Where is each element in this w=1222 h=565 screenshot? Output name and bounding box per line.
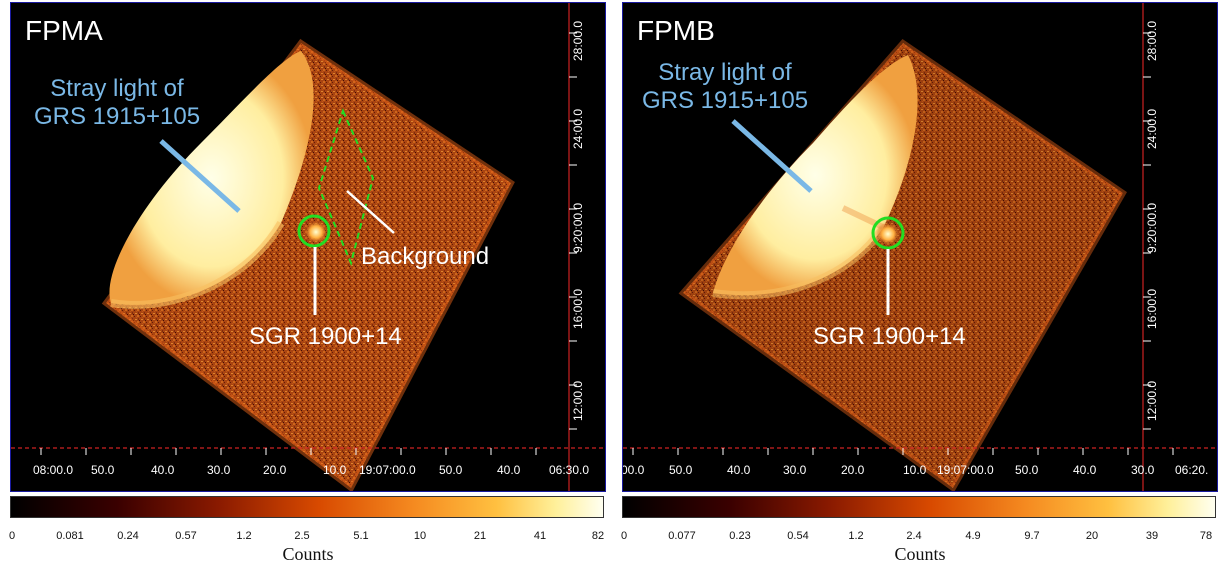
colorbar-tick: 2.5 <box>294 530 310 542</box>
source-region-circle <box>297 214 331 248</box>
sky-image-fpmb <box>623 3 1217 491</box>
colorbar-tick: 0 <box>620 530 628 542</box>
colorbar <box>622 496 1216 518</box>
y-tick: 16:00.0 <box>571 288 585 329</box>
colorbar-tick: 0.24 <box>117 530 139 542</box>
x-tick: 19:07:00.0 <box>937 463 994 477</box>
x-tick: 00.0 <box>622 463 645 477</box>
colorbar-label: Counts <box>282 544 334 564</box>
background-region <box>317 108 375 267</box>
colorbar-label: Counts <box>894 544 946 564</box>
x-tick: 40.0 <box>151 463 175 477</box>
image-fpma: FPMA Stray light of GRS 1915+105 Backgro… <box>10 2 606 492</box>
stray-light-label: Stray light of GRS 1915+105 <box>33 75 201 130</box>
panel-fpmb: FPMB Stray light of GRS 1915+105 SGR 190… <box>620 0 1220 565</box>
colorbar-tick: 0.081 <box>56 530 84 542</box>
colorbar-tick: 0.23 <box>729 530 751 542</box>
x-tick: 06:20. <box>1175 463 1209 477</box>
source-label: SGR 1900+14 <box>813 323 966 350</box>
background-pointer <box>346 190 395 234</box>
colorbar-tick: 41 <box>533 530 547 542</box>
colorbar-tick: 1.2 <box>848 530 864 542</box>
source-glow <box>304 220 328 244</box>
colorbar-tick: 21 <box>473 530 487 542</box>
colorbar-tick: 5.1 <box>353 530 369 542</box>
y-tick: 24:00.0 <box>1145 108 1159 149</box>
colorbar <box>10 496 604 518</box>
source-glow <box>876 222 900 246</box>
colorbar-tick: 0.077 <box>668 530 696 542</box>
colorbar-tick: 20 <box>1085 530 1099 542</box>
x-tick: 30.0 <box>207 463 231 477</box>
colorbar-tick: 10 <box>413 530 427 542</box>
x-tick: 50.0 <box>439 463 463 477</box>
colorbar-tick: 82 <box>591 530 605 542</box>
y-tick: 12:00.0 <box>1145 380 1159 421</box>
y-tick: 24:00.0 <box>571 108 585 149</box>
stray-light-crescent <box>713 55 918 296</box>
colorbar-tick: 1.2 <box>236 530 252 542</box>
x-tick: 30.0 <box>1131 463 1155 477</box>
colorbar-tick: 78 <box>1199 530 1213 542</box>
x-tick: 20.0 <box>263 463 287 477</box>
y-tick: 28:00.0 <box>1145 20 1159 61</box>
y-tick: 28:00.0 <box>571 20 585 61</box>
x-tick: 19:07:00.0 <box>359 463 416 477</box>
colorbar-tick: 0 <box>8 530 16 542</box>
x-tick: 50.0 <box>1015 463 1039 477</box>
panel-title: FPMA <box>25 15 103 46</box>
x-tick: 40.0 <box>1073 463 1097 477</box>
panel-fpma: FPMA Stray light of GRS 1915+105 Backgro… <box>8 0 608 565</box>
x-tick: 50.0 <box>669 463 693 477</box>
x-tick: 08:00.0 <box>33 463 74 477</box>
x-tick: 10.0 <box>323 463 347 477</box>
stray-light-crescent <box>109 51 314 305</box>
x-tick: 30.0 <box>783 463 807 477</box>
detector-field-edge <box>678 39 1127 491</box>
colorbar-tick: 9.7 <box>1024 530 1040 542</box>
image-fpmb: FPMB Stray light of GRS 1915+105 SGR 190… <box>622 2 1218 492</box>
y-tick: 9:20:00.0 <box>1145 202 1159 253</box>
colorbar-tick: 39 <box>1145 530 1159 542</box>
colorbar-tick: 4.9 <box>965 530 981 542</box>
sky-image-fpma <box>11 3 605 491</box>
stray-light-label: Stray light of GRS 1915+105 <box>641 59 809 114</box>
x-tick: 40.0 <box>497 463 521 477</box>
x-tick: 20.0 <box>841 463 865 477</box>
colorbar-tick: 0.57 <box>175 530 197 542</box>
y-tick: 16:00.0 <box>1145 288 1159 329</box>
stray-light-pointer <box>159 139 241 213</box>
stray-light-pointer <box>731 119 813 193</box>
x-tick: 10.0 <box>903 463 927 477</box>
x-tick: 50.0 <box>91 463 115 477</box>
y-tick: 12:00.0 <box>571 380 585 421</box>
detector-field <box>683 43 1123 488</box>
x-tick: 40.0 <box>727 463 751 477</box>
colorbar-tick: 2.4 <box>906 530 922 542</box>
colorbar-tick: 0.54 <box>787 530 809 542</box>
y-tick: 9:20:00.0 <box>571 202 585 253</box>
source-region-circle <box>871 216 905 250</box>
x-tick: 06:30.0 <box>549 463 590 477</box>
panel-title: FPMB <box>637 15 715 46</box>
background-label: Background <box>361 243 490 270</box>
source-label: SGR 1900+14 <box>249 323 402 350</box>
